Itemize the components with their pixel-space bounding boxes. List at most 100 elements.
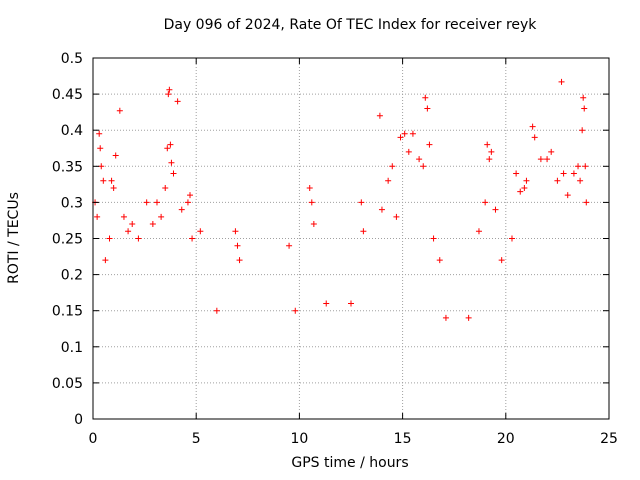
grid-lines [93, 58, 609, 419]
data-point [389, 163, 396, 170]
data-point [166, 86, 173, 93]
x-tick-label: 15 [394, 431, 412, 447]
data-point [508, 235, 515, 242]
data-point [416, 156, 423, 163]
x-tick-label: 10 [290, 431, 308, 447]
data-point [409, 130, 416, 137]
data-point [213, 307, 220, 314]
data-point [544, 156, 551, 163]
y-tick-label: 0.3 [61, 195, 83, 211]
data-point [100, 177, 107, 184]
y-axis-label: ROTI / TECUs [6, 192, 22, 284]
data-point [162, 184, 169, 191]
data-point [167, 141, 174, 148]
data-point [106, 235, 113, 242]
data-point [442, 314, 449, 321]
data-point [397, 134, 404, 141]
data-point [164, 145, 171, 152]
x-axis-label: GPS time / hours [291, 455, 409, 471]
data-point [149, 221, 156, 228]
data-point [308, 199, 315, 206]
data-point [306, 184, 313, 191]
data-point [521, 184, 528, 191]
y-tick-label: 0.1 [61, 340, 83, 356]
data-point [420, 163, 427, 170]
data-point [234, 242, 241, 249]
data-point [112, 152, 119, 159]
x-tick-label: 5 [192, 431, 201, 447]
data-point [174, 98, 181, 105]
data-point [558, 78, 565, 85]
y-tick-label: 0.25 [52, 232, 83, 248]
data-point [376, 112, 383, 119]
data-point [197, 228, 204, 235]
data-point [531, 134, 538, 141]
data-point [430, 235, 437, 242]
data-point [143, 199, 150, 206]
data-point [125, 228, 132, 235]
y-tick-label: 0.4 [61, 123, 83, 139]
data-point [529, 123, 536, 130]
data-point [570, 170, 577, 177]
data-point [189, 235, 196, 242]
data-point [523, 177, 530, 184]
data-point [582, 163, 589, 170]
data-point [378, 206, 385, 213]
data-point [96, 130, 103, 137]
data-point [170, 170, 177, 177]
data-point [583, 199, 590, 206]
data-point [581, 105, 588, 112]
data-point [116, 107, 123, 114]
data-point [580, 94, 587, 101]
data-point [492, 206, 499, 213]
data-point [97, 145, 104, 152]
data-point [286, 242, 293, 249]
data-point [484, 141, 491, 148]
data-point [564, 192, 571, 199]
data-point [393, 213, 400, 220]
data-point [465, 314, 472, 321]
data-point [482, 199, 489, 206]
data-point [405, 148, 412, 155]
data-point [165, 91, 172, 98]
data-point [98, 163, 105, 170]
x-tick-label: 25 [600, 431, 618, 447]
data-point [129, 221, 136, 228]
y-tick-label: 0.2 [61, 268, 83, 284]
data-point [517, 188, 524, 195]
data-point [537, 156, 544, 163]
data-point [360, 228, 367, 235]
data-point [513, 170, 520, 177]
x-tick-label: 20 [497, 431, 515, 447]
data-point [232, 228, 239, 235]
data-point [385, 177, 392, 184]
data-point [554, 177, 561, 184]
data-point [292, 307, 299, 314]
x-tick-label: 0 [89, 431, 98, 447]
data-point [358, 199, 365, 206]
data-point [108, 177, 115, 184]
y-tick-label: 0.15 [52, 304, 83, 320]
data-point [135, 235, 142, 242]
data-point [178, 206, 185, 213]
data-point [323, 300, 330, 307]
data-point [348, 300, 354, 307]
data-point [168, 159, 175, 166]
chart-title: Day 096 of 2024, Rate Of TEC Index for r… [163, 17, 537, 33]
data-point [153, 199, 160, 206]
y-tick-label: 0.5 [61, 51, 83, 67]
data-point [579, 127, 586, 134]
data-point [488, 148, 495, 155]
data-point [436, 257, 443, 264]
y-tick-label: 0.05 [52, 376, 83, 392]
data-point [422, 94, 429, 101]
data-point [110, 184, 117, 191]
data-point [475, 228, 482, 235]
axis-ticks: 0 5 10 15 20 25 0 0.05 0.1 0.15 0.2 0.25 0.3 0.35 0.4 0… [52, 51, 618, 447]
data-point [401, 130, 408, 137]
data-point [575, 163, 582, 170]
data-point [236, 257, 243, 264]
data-point [310, 221, 317, 228]
data-point [577, 177, 584, 184]
